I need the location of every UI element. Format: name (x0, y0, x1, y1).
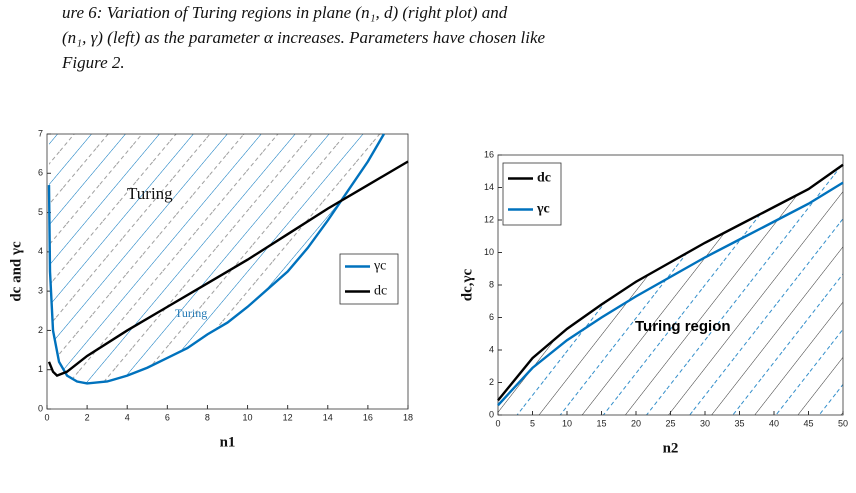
y-tick-label: 14 (484, 182, 494, 192)
hatch-region (498, 164, 843, 415)
x-tick-label: 45 (803, 418, 813, 428)
annotation: Turing region (635, 318, 731, 335)
y-tick-label: 2 (489, 377, 494, 387)
legend-label: γc (536, 202, 550, 217)
x-tick-label: 40 (769, 418, 779, 428)
axes-box (46, 133, 409, 410)
x-tick-label: 25 (665, 418, 675, 428)
series-line (47, 133, 385, 385)
y-tick-label: 8 (489, 279, 494, 289)
caption-line: ure 6: Variation of Turing regions in pl… (62, 3, 508, 22)
y-tick-label: 12 (484, 214, 494, 224)
x-tick-label: 6 (165, 412, 170, 422)
x-tick-label: 4 (125, 412, 130, 422)
x-axis-label: n2 (663, 440, 679, 456)
y-axis-label: dc and γc (8, 241, 24, 302)
x-tick-label: 0 (44, 412, 49, 422)
x-axis-label: n1 (220, 434, 236, 450)
x-tick-label: 16 (363, 412, 373, 422)
y-tick-label: 1 (38, 364, 43, 374)
series-line (497, 163, 844, 402)
y-tick-label: 0 (489, 409, 494, 419)
y-tick-label: 0 (38, 403, 43, 413)
x-tick-label: 2 (85, 412, 90, 422)
x-tick-label: 5 (530, 418, 535, 428)
caption: ure 6: Variation of Turing regions in pl… (62, 0, 842, 75)
x-tick-label: 18 (403, 412, 413, 422)
y-tick-label: 4 (38, 246, 43, 256)
y-tick-label: 6 (38, 168, 43, 178)
legend-label: dc (537, 171, 551, 186)
y-tick-label: 2 (38, 325, 43, 335)
y-tick-label: 3 (38, 286, 43, 296)
x-tick-label: 30 (700, 418, 710, 428)
legend-box (339, 253, 399, 305)
y-tick-label: 4 (489, 344, 494, 354)
y-tick-label: 10 (484, 247, 494, 257)
legend-label: dc (374, 284, 387, 299)
annotation: Turing (175, 306, 207, 320)
x-tick-label: 35 (734, 418, 744, 428)
hatch-region (49, 134, 384, 384)
caption-line: Figure 2. (62, 53, 125, 72)
series-line (47, 160, 409, 378)
x-tick-label: 10 (562, 418, 572, 428)
x-tick-label: 50 (838, 418, 848, 428)
x-tick-label: 12 (283, 412, 293, 422)
y-tick-label: 7 (38, 128, 43, 138)
x-tick-label: 8 (205, 412, 210, 422)
x-tick-label: 14 (323, 412, 333, 422)
x-tick-label: 20 (631, 418, 641, 428)
y-tick-label: 16 (484, 149, 494, 159)
x-tick-label: 0 (495, 418, 500, 428)
y-tick-label: 5 (38, 207, 43, 217)
series-line (497, 181, 844, 407)
y-tick-label: 6 (489, 312, 494, 322)
x-tick-label: 15 (596, 418, 606, 428)
x-tick-label: 10 (243, 412, 253, 422)
legend-box (502, 162, 562, 226)
legend-label: γc (373, 259, 386, 274)
caption-line: (n₁, γ) (left) as the parameter α increa… (62, 28, 546, 47)
annotation: Turing (127, 184, 173, 203)
y-axis-label: dc,γc (459, 268, 475, 301)
